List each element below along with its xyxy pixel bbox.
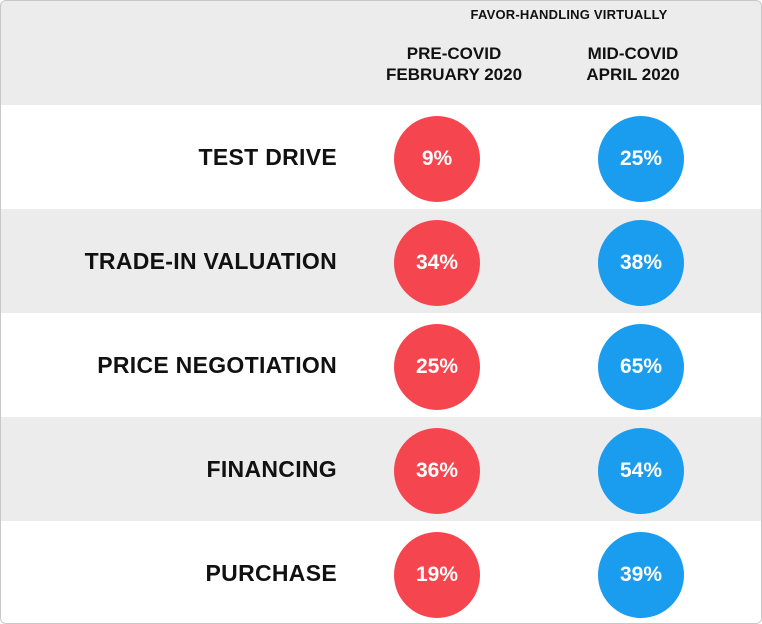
table-row-financing: FINANCING 36% 54% xyxy=(1,417,761,521)
pre-covid-bubble: 34% xyxy=(394,220,480,306)
column-header-mid-covid-line1: MID-COVID xyxy=(587,44,679,63)
mid-covid-bubble: 25% xyxy=(598,116,684,202)
row-label: TRADE-IN VALUATION xyxy=(84,247,337,274)
column-header-pre-covid: PRE-COVID FEBRUARY 2020 xyxy=(364,43,544,85)
row-label: PURCHASE xyxy=(205,559,337,586)
pre-covid-bubble: 25% xyxy=(394,324,480,410)
mid-covid-bubble: 39% xyxy=(598,532,684,618)
column-header-pre-covid-line2: FEBRUARY 2020 xyxy=(385,65,523,84)
column-header-mid-covid-line2: APRIL 2020 xyxy=(586,65,680,84)
column-header-mid-covid: MID-COVID APRIL 2020 xyxy=(543,43,723,85)
table-row-price-negotiation: PRICE NEGOTIATION 25% 65% xyxy=(1,313,761,417)
row-label: PRICE NEGOTIATION xyxy=(97,351,337,378)
row-label: TEST DRIVE xyxy=(198,143,337,170)
table-row-test-drive: TEST DRIVE 9% 25% xyxy=(1,105,761,209)
table-row-purchase: PURCHASE 19% 39% xyxy=(1,521,761,623)
column-header-pre-covid-line1: PRE-COVID xyxy=(406,44,502,63)
mid-covid-bubble: 65% xyxy=(598,324,684,410)
chart-header: FAVOR-HANDLING VIRTUALLY PRE-COVID FEBRU… xyxy=(1,1,761,105)
pre-covid-bubble: 36% xyxy=(394,428,480,514)
mid-covid-bubble: 54% xyxy=(598,428,684,514)
table-row-trade-in-valuation: TRADE-IN VALUATION 34% 38% xyxy=(1,209,761,313)
chart-title: FAVOR-HANDLING VIRTUALLY xyxy=(470,7,668,22)
pre-covid-bubble: 9% xyxy=(394,116,480,202)
mid-covid-bubble: 38% xyxy=(598,220,684,306)
pre-covid-bubble: 19% xyxy=(394,532,480,618)
row-label: FINANCING xyxy=(206,455,337,482)
